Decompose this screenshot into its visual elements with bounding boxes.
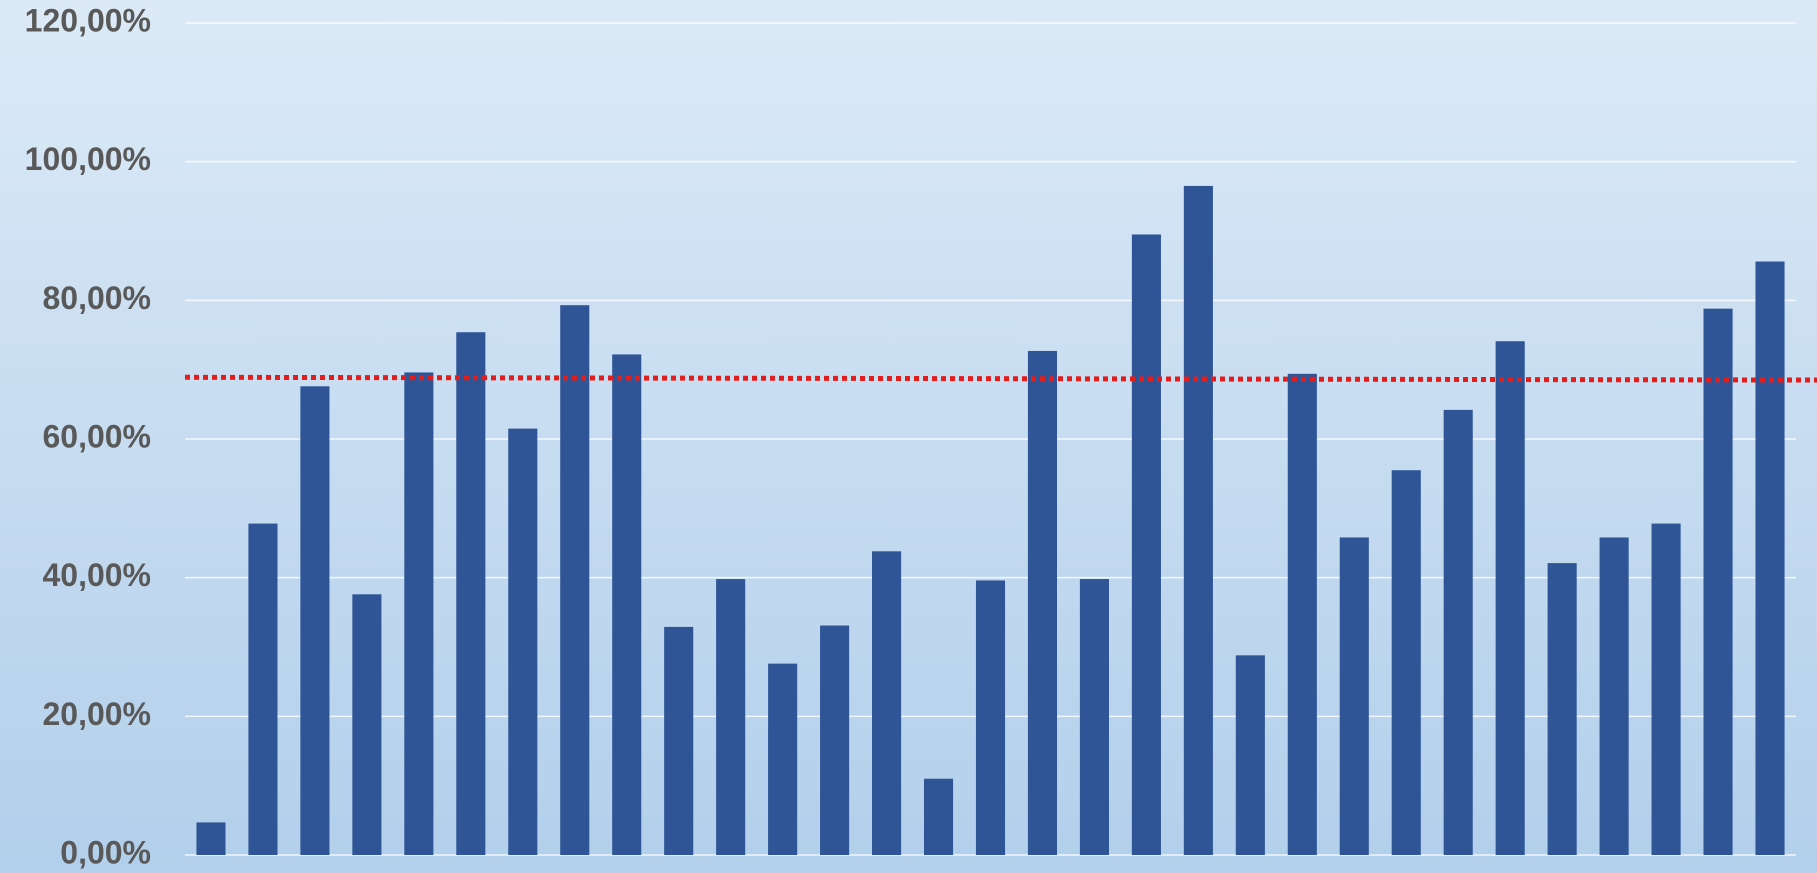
y-tick-label: 60,00% bbox=[42, 418, 151, 454]
bar bbox=[664, 626, 694, 855]
bar bbox=[1495, 341, 1525, 855]
bar bbox=[456, 332, 486, 855]
bar bbox=[1599, 537, 1629, 855]
bar bbox=[716, 579, 746, 855]
y-tick-label: 0,00% bbox=[60, 834, 151, 870]
trend-line bbox=[184, 374, 1817, 383]
y-tick-label: 80,00% bbox=[42, 280, 151, 316]
bar bbox=[1287, 373, 1317, 855]
bar bbox=[404, 372, 434, 855]
bar bbox=[1755, 261, 1785, 855]
bar bbox=[196, 822, 226, 855]
bar bbox=[768, 663, 798, 855]
bar bbox=[612, 354, 642, 855]
y-tick-label: 100,00% bbox=[25, 141, 151, 177]
bar bbox=[975, 580, 1006, 855]
bar bbox=[300, 386, 330, 855]
bar bbox=[1079, 579, 1109, 855]
bar bbox=[872, 551, 902, 855]
bar bbox=[1703, 308, 1733, 855]
bar bbox=[248, 523, 278, 855]
bar bbox=[1235, 655, 1265, 855]
bar bbox=[1027, 350, 1058, 855]
y-tick-label: 120,00% bbox=[25, 2, 151, 38]
bar bbox=[1183, 185, 1213, 855]
bar bbox=[1547, 563, 1577, 855]
bar bbox=[352, 594, 382, 855]
bar bbox=[1339, 537, 1369, 855]
bar bbox=[1443, 409, 1473, 855]
bar bbox=[508, 428, 538, 855]
bar bbox=[1131, 234, 1161, 855]
bar bbox=[923, 778, 954, 855]
bar bbox=[1651, 523, 1681, 855]
bar bbox=[1391, 470, 1421, 855]
bar bbox=[560, 305, 590, 856]
y-tick-label: 40,00% bbox=[42, 557, 151, 593]
bar bbox=[820, 625, 850, 855]
y-tick-label: 20,00% bbox=[42, 696, 151, 732]
